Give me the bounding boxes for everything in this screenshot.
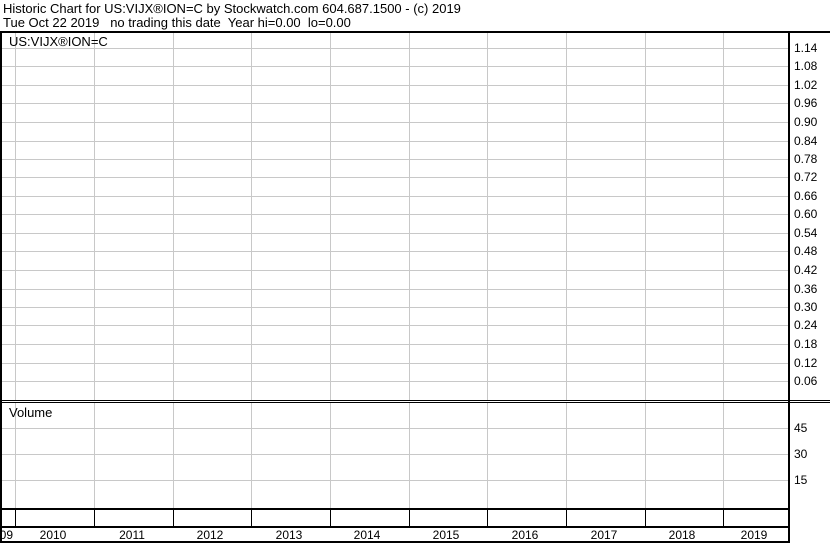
volume-axis-tick-label: 15 — [794, 473, 808, 487]
chart-header-title: Historic Chart for US:VIJX®ION=C by Stoc… — [3, 1, 461, 16]
year-axis-label: 2017 — [590, 528, 618, 542]
year-strip-divider — [15, 510, 16, 526]
price-hgridline — [2, 233, 788, 234]
price-vgridline — [487, 33, 488, 401]
chart-header-status: Tue Oct 22 2019 no trading this date Yea… — [3, 15, 351, 30]
price-axis-tick-label: 1.02 — [794, 78, 818, 92]
price-vgridline — [645, 33, 646, 401]
volume-vgridline — [645, 403, 646, 509]
volume-vgridline — [487, 403, 488, 509]
price-axis-tick-label: 0.24 — [794, 318, 818, 332]
year-strip-divider — [566, 510, 567, 526]
price-vgridline — [409, 33, 410, 401]
price-axis-tick-label: 0.54 — [794, 226, 818, 240]
year-strip-divider — [330, 510, 331, 526]
volume-hgridline — [2, 480, 788, 481]
volume-vgridline — [173, 403, 174, 509]
panel-divider-top — [0, 400, 830, 401]
year-strip-divider — [251, 510, 252, 526]
price-axis-tick-label: 0.84 — [794, 134, 818, 148]
price-axis-tick-label: 0.78 — [794, 152, 818, 166]
price-hgridline — [2, 289, 788, 290]
top-border — [0, 31, 830, 33]
panel-divider-bottom — [0, 402, 830, 403]
price-hgridline — [2, 251, 788, 252]
price-vgridline — [15, 33, 16, 401]
price-axis-tick-label: 0.48 — [794, 244, 818, 258]
volume-vgridline — [723, 403, 724, 509]
price-hgridline — [2, 196, 788, 197]
left-border — [0, 31, 2, 543]
year-strip-divider — [487, 510, 488, 526]
price-axis-tick-label: 0.96 — [794, 96, 818, 110]
price-hgridline — [2, 270, 788, 271]
year-axis-label: 2011 — [119, 528, 145, 542]
price-hgridline — [2, 307, 788, 308]
year-strip-divider — [173, 510, 174, 526]
year-axis-label: 2018 — [668, 528, 696, 542]
volume-vgridline — [251, 403, 252, 509]
price-axis-tick-label: 0.42 — [794, 263, 818, 277]
price-axis-tick-label: 0.66 — [794, 189, 818, 203]
right-border — [788, 31, 790, 543]
price-vgridline — [723, 33, 724, 401]
year-strip-divider — [94, 510, 95, 526]
volume-bottom-border — [0, 508, 790, 510]
volume-panel-label: Volume — [9, 405, 53, 420]
price-hgridline — [2, 159, 788, 160]
volume-vgridline — [409, 403, 410, 509]
volume-vgridline — [94, 403, 95, 509]
volume-vgridline — [330, 403, 331, 509]
price-panel-symbol: US:VIJX®ION=C — [9, 34, 108, 49]
price-hgridline — [2, 141, 788, 142]
year-axis-label: 2014 — [353, 528, 381, 542]
price-hgridline — [2, 344, 788, 345]
volume-axis-tick-label: 30 — [794, 447, 808, 461]
price-axis-tick-label: 0.60 — [794, 207, 818, 221]
price-hgridline — [2, 381, 788, 382]
price-vgridline — [566, 33, 567, 401]
price-vgridline — [94, 33, 95, 401]
price-axis-tick-label: 0.06 — [794, 374, 818, 388]
year-axis-label: 2015 — [432, 528, 460, 542]
price-axis-tick-label: 0.18 — [794, 337, 818, 351]
price-hgridline — [2, 66, 788, 67]
price-hgridline — [2, 363, 788, 364]
price-hgridline — [2, 103, 788, 104]
year-axis-label: 009 — [0, 528, 14, 542]
year-strip-divider — [409, 510, 410, 526]
price-vgridline — [330, 33, 331, 401]
year-axis-label: 2019 — [740, 528, 768, 542]
price-axis-tick-label: 0.12 — [794, 356, 818, 370]
price-axis-tick-label: 0.36 — [794, 282, 818, 296]
price-hgridline — [2, 122, 788, 123]
price-axis-tick-label: 0.30 — [794, 300, 818, 314]
price-hgridline — [2, 85, 788, 86]
year-strip-divider — [645, 510, 646, 526]
volume-vgridline — [566, 403, 567, 509]
volume-axis-tick-label: 45 — [794, 421, 808, 435]
volume-hgridline — [2, 454, 788, 455]
volume-hgridline — [2, 428, 788, 429]
price-vgridline — [173, 33, 174, 401]
year-axis-label: 2010 — [39, 528, 67, 542]
year-axis-label: 2012 — [196, 528, 224, 542]
bottom-border — [0, 541, 790, 543]
volume-vgridline — [15, 403, 16, 509]
price-axis-tick-label: 1.08 — [794, 59, 818, 73]
price-axis-tick-label: 0.72 — [794, 170, 818, 184]
price-axis-tick-label: 1.14 — [794, 41, 818, 55]
price-hgridline — [2, 177, 788, 178]
price-axis-tick-label: 0.90 — [794, 115, 818, 129]
year-strip-border — [0, 526, 790, 528]
price-vgridline — [251, 33, 252, 401]
year-axis-label: 2013 — [275, 528, 303, 542]
year-axis-label: 2016 — [511, 528, 539, 542]
price-hgridline — [2, 48, 788, 49]
price-hgridline — [2, 214, 788, 215]
year-strip-divider — [723, 510, 724, 526]
price-hgridline — [2, 325, 788, 326]
